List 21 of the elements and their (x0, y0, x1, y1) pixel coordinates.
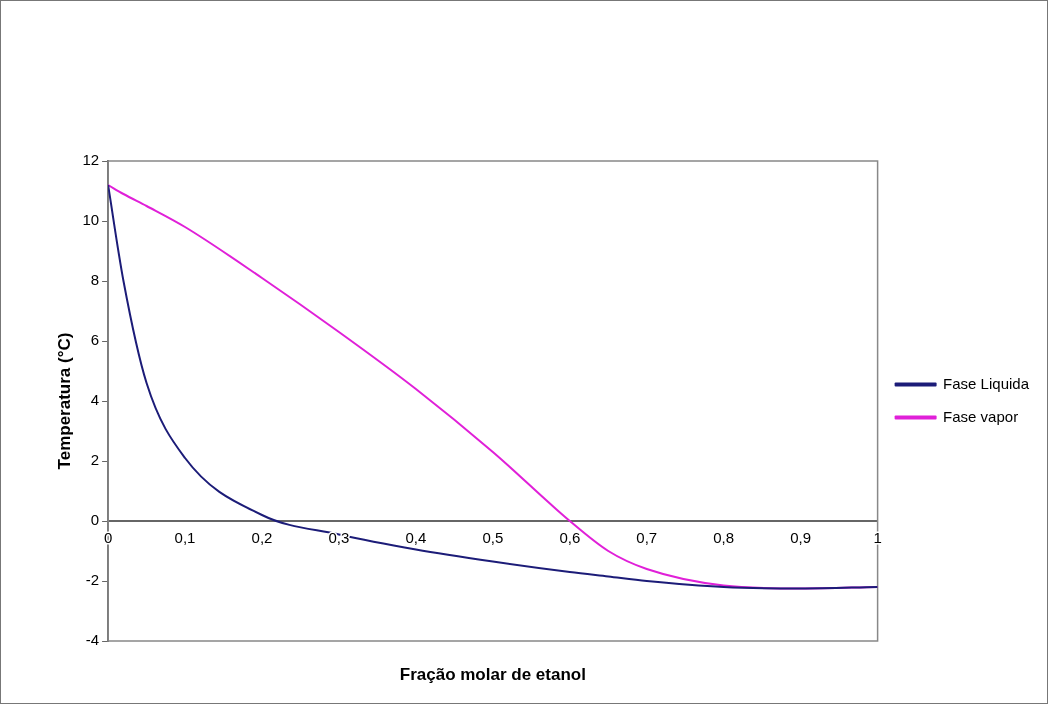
y-tick-label: 2 (90, 451, 100, 469)
x-tick-label: 0,6 (559, 528, 581, 546)
y-tick-label: 6 (90, 331, 100, 349)
x-tick-label: 0,2 (251, 528, 273, 546)
legend-label: Fase Liquida (943, 374, 1030, 392)
x-tick-label: 0,1 (174, 528, 196, 546)
legend-label: Fase vapor (943, 407, 1019, 425)
y-tick-label: 12 (82, 151, 100, 169)
y-tick-label: 8 (90, 271, 100, 289)
y-tick-label: 10 (82, 211, 100, 229)
x-tick-label: 0,4 (405, 528, 427, 546)
x-tick-label: 0,9 (790, 528, 812, 546)
y-tick-label: -4 (85, 631, 100, 649)
x-tick-label: 0,8 (713, 528, 735, 546)
y-axis-title: Temperatura (°C) (54, 332, 74, 470)
y-tick-label: 4 (90, 391, 100, 409)
y-tick-label: 0 (90, 511, 100, 529)
x-tick-label: 0,7 (636, 528, 658, 546)
x-axis-title: Fração molar de etanol (399, 664, 586, 684)
y-tick-label: -2 (85, 571, 100, 589)
x-tick-label: 0,5 (482, 528, 504, 546)
